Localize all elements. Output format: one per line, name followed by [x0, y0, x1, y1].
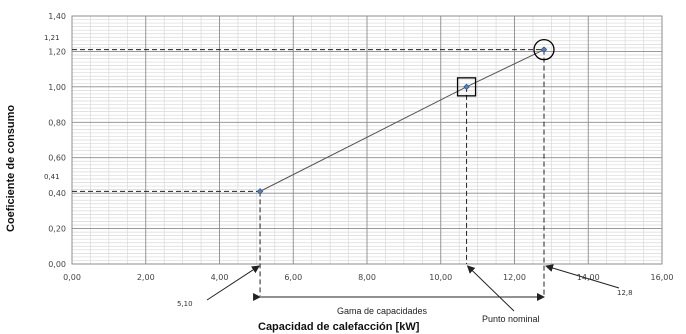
x-tick-label: 14,00	[577, 273, 600, 282]
y-tick-label: 1,00	[48, 83, 66, 92]
x-tick-label: 0,00	[63, 273, 81, 282]
x-low-label: 5,10	[177, 300, 193, 308]
y-low-label: 0,41	[44, 173, 60, 181]
data-point	[256, 188, 264, 195]
grid	[71, 15, 663, 265]
range-label: Gama de capacidades	[337, 306, 428, 316]
x-tick-label: 8,00	[358, 273, 376, 282]
tick-labels: 0,00 2,00 4,00 6,00 8,00 10,00 12,00 14,00 16,00…	[48, 12, 673, 282]
series	[256, 39, 555, 195]
data-point	[463, 83, 470, 91]
y-tick-label: 0,60	[48, 154, 66, 163]
x-tick-label: 2,00	[137, 273, 155, 282]
y-tick-label: 0,00	[48, 260, 66, 269]
x-tick-label: 10,00	[429, 273, 452, 282]
x-tick-label: 6,00	[284, 273, 302, 282]
y-tick-label: 1,40	[48, 12, 66, 21]
max-point-circle	[533, 39, 555, 61]
nominal-label: Punto nominal	[482, 314, 540, 324]
x-tick-label: 4,00	[211, 273, 229, 282]
y-tick-label: 0,20	[48, 225, 66, 234]
y-high-label: 1,21	[44, 34, 60, 42]
nominal-point-box	[456, 77, 477, 97]
x-tick-label: 12,00	[503, 273, 526, 282]
x-tick-label: 16,00	[651, 273, 674, 282]
x-high-arrow	[545, 264, 620, 289]
y-tick-label: 1,20	[48, 47, 66, 56]
x-high-label: 12,8	[617, 289, 633, 297]
x-axis-title: Capacidad de calefacción [kW]	[258, 321, 420, 333]
y-axis-title: Coeficiente de consumo	[5, 105, 17, 232]
y-tick-label: 0,40	[48, 189, 66, 198]
annotations: 0,41 1,21 5,10 12,8 Gama de capacidades …	[44, 34, 633, 324]
x-low-arrow	[206, 265, 260, 301]
data-point	[540, 46, 548, 53]
guide-lines	[72, 49, 545, 296]
nominal-arrow	[466, 265, 515, 312]
y-tick-label: 0,80	[48, 118, 66, 127]
